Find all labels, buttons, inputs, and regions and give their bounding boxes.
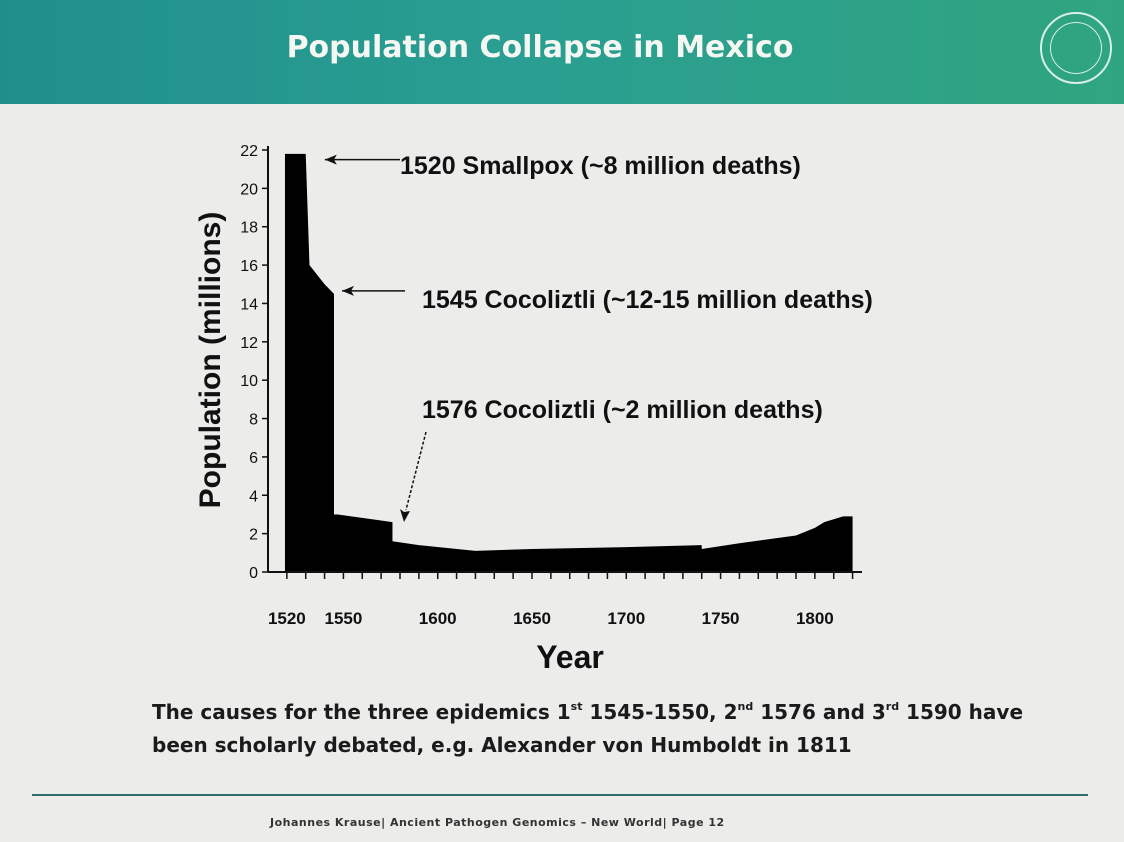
x-tick-label: 1520 — [268, 609, 306, 628]
y-tick-label: 16 — [240, 258, 258, 275]
x-tick-label: 1650 — [513, 609, 551, 628]
population-chart: 0 2 4 6 8 10 12 14 16 18 20 22 1520 1550 1600 1650 1700 1… — [194, 143, 873, 675]
x-tick-label: 1550 — [325, 609, 363, 628]
footer-divider — [32, 794, 1088, 796]
x-tick-label: 1800 — [796, 609, 834, 628]
annotation-label: 1520 Smallpox (~8 million deaths) — [400, 152, 801, 180]
y-tick-label: 18 — [240, 220, 258, 237]
y-tick-label: 8 — [249, 412, 258, 429]
annotation-arrow-line — [405, 431, 427, 511]
annotation-label: 1545 Cocoliztli (~12-15 million deaths) — [422, 286, 873, 314]
annotation-arrow-head — [324, 154, 337, 165]
y-tick-label: 12 — [240, 335, 258, 352]
slide-footer: Johannes Krause| Ancient Pathogen Genomi… — [270, 816, 725, 829]
x-axis-label: Year — [536, 639, 604, 675]
annotation-arrow-head — [342, 285, 354, 296]
y-tick-label: 2 — [249, 527, 258, 544]
y-tick-label: 20 — [240, 181, 258, 198]
area-series-0 — [284, 153, 853, 572]
slide-header: Population Collapse in Mexico — [0, 0, 1124, 104]
y-tick-label: 14 — [240, 296, 258, 313]
annotation-arrow-head — [400, 509, 410, 522]
x-tick-label: 1600 — [419, 609, 457, 628]
y-tick-label: 6 — [249, 450, 258, 467]
max-planck-logo-icon — [1040, 12, 1112, 84]
x-tick-label: 1750 — [702, 609, 740, 628]
slide-title: Population Collapse in Mexico — [286, 30, 794, 65]
x-tick-label: 1700 — [607, 609, 645, 628]
annotation-label: 1576 Cocoliztli (~2 million deaths) — [422, 396, 823, 424]
y-tick-label: 10 — [240, 373, 258, 390]
y-tick-label: 22 — [240, 143, 258, 160]
y-tick-label: 4 — [249, 488, 258, 505]
y-axis-label: Population (millions) — [194, 212, 227, 509]
y-tick-label: 0 — [249, 565, 258, 582]
slide-caption: The causes for the three epidemics 1st 1… — [152, 700, 1024, 757]
